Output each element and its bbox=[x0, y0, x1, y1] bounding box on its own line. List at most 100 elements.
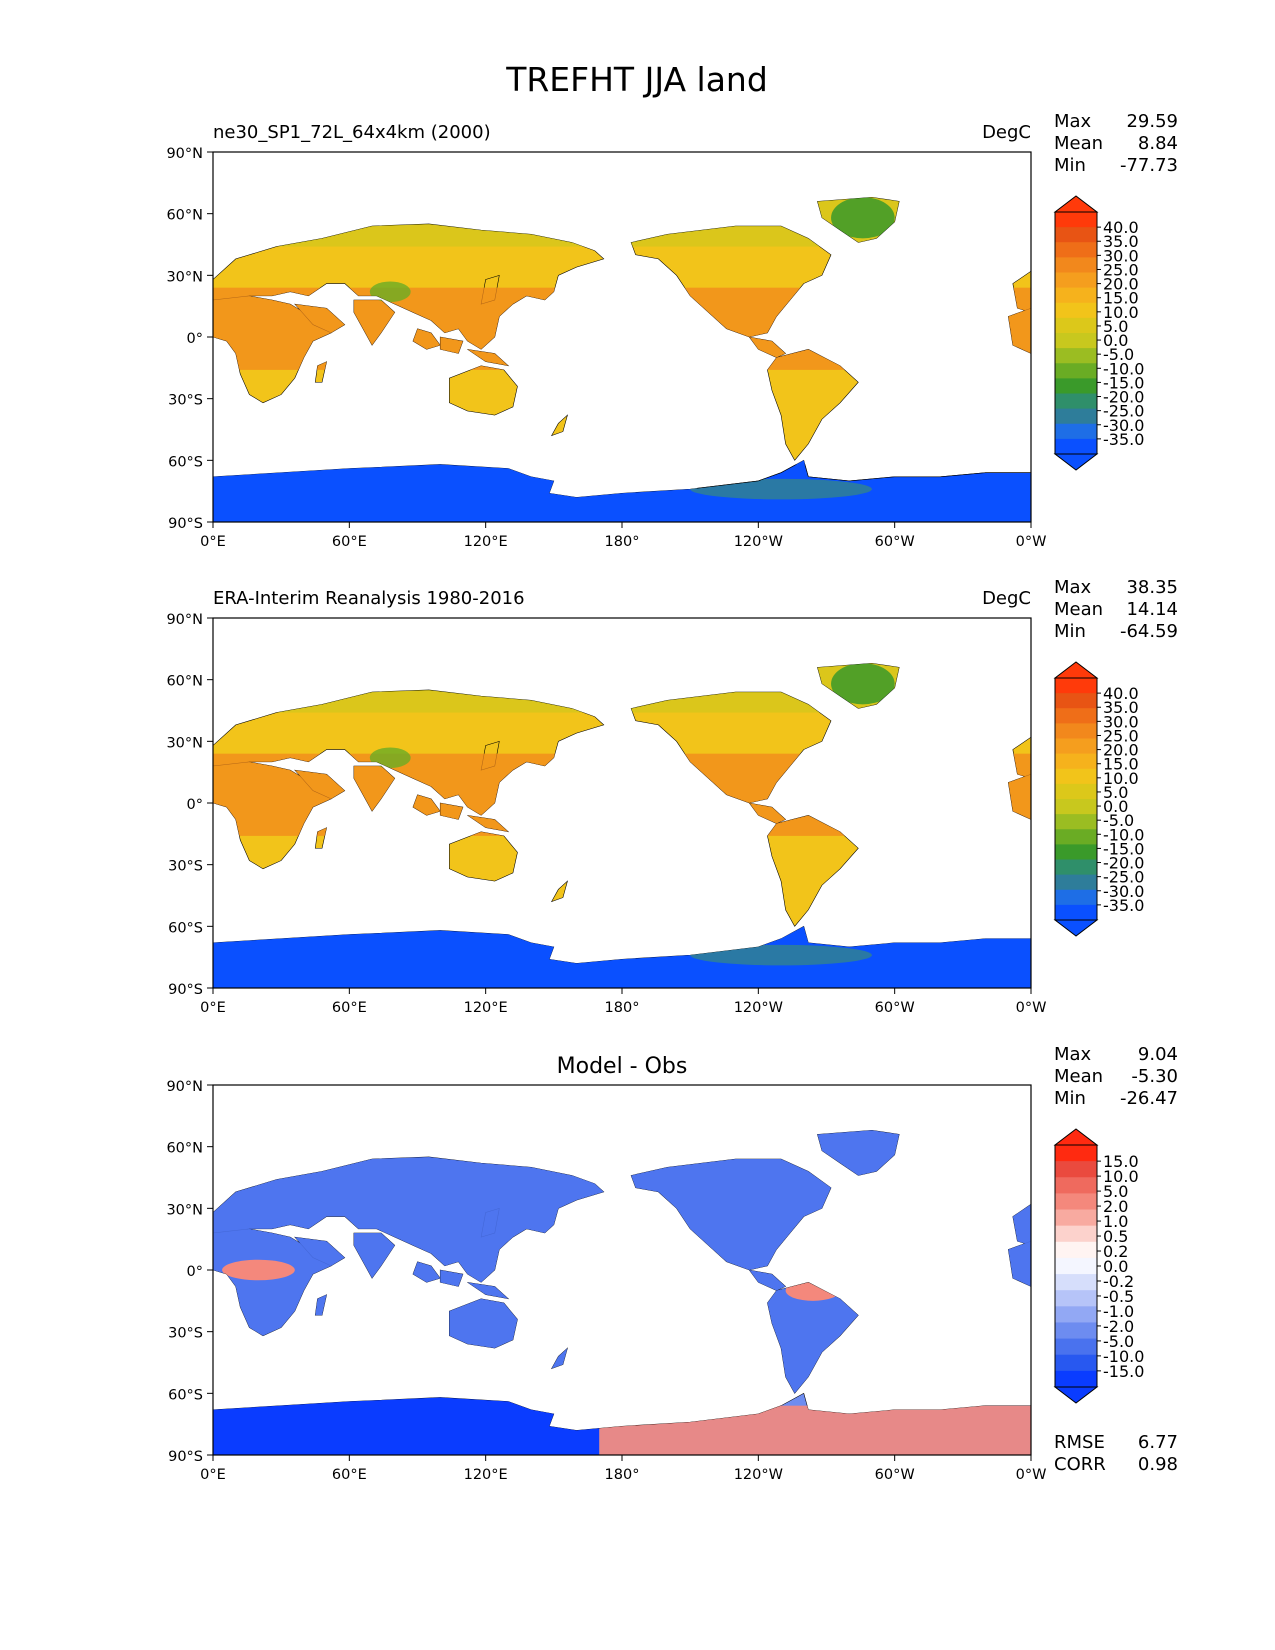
colorbar-segment bbox=[1055, 693, 1097, 709]
colorbar-tick-label: 2.0 bbox=[1103, 1197, 1128, 1216]
panel-units: DegC bbox=[982, 122, 1031, 143]
lon-tick-label: 0°W bbox=[1016, 534, 1047, 550]
colorbar-tick-label: -1.0 bbox=[1103, 1302, 1134, 1321]
colorbar-segment bbox=[1055, 1225, 1097, 1243]
colorbar-segment bbox=[1055, 287, 1097, 304]
lon-tick-label: 60°W bbox=[875, 534, 915, 550]
colorbar-tick-label: 30.0 bbox=[1103, 246, 1139, 265]
stat-value: 38.35 bbox=[1126, 577, 1178, 598]
lat-tick-label: 90°S bbox=[168, 516, 203, 532]
colorbar-tick-label: 35.0 bbox=[1103, 232, 1139, 251]
colorbar: 15.010.05.02.01.00.50.20.0-0.2-0.5-1.0-2… bbox=[1053, 1128, 1144, 1404]
lat-tick-label: 60°N bbox=[166, 1141, 203, 1157]
lon-tick-label: 120°E bbox=[464, 1000, 508, 1016]
colorbar-tick-label: 25.0 bbox=[1103, 260, 1139, 279]
stat-value: -77.73 bbox=[1120, 155, 1178, 176]
colorbar-segment bbox=[1055, 1241, 1097, 1259]
colorbar-segment bbox=[1055, 393, 1097, 410]
stat-label: Min bbox=[1054, 621, 1086, 642]
colorbar-segment bbox=[1055, 242, 1097, 258]
land-field bbox=[213, 193, 1031, 522]
colorbar-tick-label: 5.0 bbox=[1103, 317, 1128, 336]
colorbar-segment bbox=[1055, 333, 1097, 349]
colorbar-tick-label: -25.0 bbox=[1103, 868, 1144, 887]
stat-label: Max bbox=[1054, 577, 1092, 598]
stat-value: 9.04 bbox=[1138, 1044, 1178, 1065]
lat-tick-label: 60°S bbox=[168, 1387, 203, 1403]
colorbar: 40.035.030.025.020.015.010.05.00.0-5.0-1… bbox=[1053, 661, 1144, 937]
colorbar-segment bbox=[1055, 1338, 1097, 1356]
colorbar-tick-label: -30.0 bbox=[1103, 882, 1144, 901]
colorbar-segment bbox=[1055, 844, 1097, 860]
lon-tick-label: 180° bbox=[605, 1000, 640, 1016]
panel-left-title: ne30_SP1_72L_64x4km (2000) bbox=[213, 122, 491, 143]
colorbar-segment bbox=[1055, 317, 1097, 334]
colorbar-segment bbox=[1055, 1161, 1097, 1178]
colorbar-segment bbox=[1055, 829, 1097, 845]
colorbar-segment bbox=[1055, 302, 1097, 319]
lon-tick-label: 60°E bbox=[332, 1000, 367, 1016]
colorbar-segment bbox=[1055, 1274, 1097, 1291]
stat-value: 8.84 bbox=[1138, 133, 1178, 154]
colorbar-segment bbox=[1055, 212, 1097, 228]
lon-tick-label: 60°W bbox=[875, 1000, 915, 1016]
field-overlay bbox=[213, 1126, 1031, 1455]
colorbar-segment bbox=[1055, 783, 1097, 800]
stat-label: Mean bbox=[1054, 1066, 1103, 1087]
lon-tick-label: 120°W bbox=[734, 534, 783, 550]
colorbar-tick-label: -10.0 bbox=[1103, 1347, 1144, 1366]
colorbar-tick-label: 5.0 bbox=[1103, 1182, 1128, 1201]
map-panel-test: 90°N 60°N 30°N 0° 30°S 60°S 90°S 0°E 60°E 120°E 18… bbox=[166, 111, 1178, 550]
colorbar-segment bbox=[1055, 1209, 1097, 1227]
colorbar-segment bbox=[1055, 814, 1097, 830]
figure-title: TREFHT JJA land bbox=[505, 60, 768, 99]
lat-tick-label: 90°N bbox=[166, 1079, 203, 1095]
colorbar-tick-label: -0.5 bbox=[1103, 1287, 1134, 1306]
lat-tick-label: 30°N bbox=[166, 1202, 203, 1218]
colorbar-tick-label: 10.0 bbox=[1103, 769, 1139, 788]
colorbar-tick-label: -35.0 bbox=[1103, 896, 1144, 915]
colorbar-segment bbox=[1055, 889, 1097, 906]
colorbar-tick-label: -2.0 bbox=[1103, 1317, 1134, 1336]
lat-tick-label: 90°N bbox=[166, 146, 203, 162]
lat-tick-label: 60°N bbox=[166, 208, 203, 224]
lon-tick-label: 0°W bbox=[1016, 1000, 1047, 1016]
colorbar-segment bbox=[1055, 363, 1097, 379]
stat-value: 14.14 bbox=[1126, 599, 1178, 620]
colorbar-tick-label: 15.0 bbox=[1103, 1152, 1139, 1171]
colorbar-tick-label: -10.0 bbox=[1103, 825, 1144, 844]
colorbar-segment bbox=[1055, 438, 1097, 455]
colorbar-tick-label: 15.0 bbox=[1103, 755, 1139, 774]
colorbar-segment bbox=[1055, 1193, 1097, 1211]
stat-label: Min bbox=[1054, 1088, 1086, 1109]
colorbar-tick-label: 20.0 bbox=[1103, 275, 1139, 294]
colorbar-segment bbox=[1055, 723, 1097, 739]
colorbar-segment bbox=[1055, 408, 1097, 425]
colorbar-segment bbox=[1055, 1370, 1097, 1388]
colorbar-tick-label: 40.0 bbox=[1103, 684, 1139, 703]
lat-tick-label: 60°S bbox=[168, 454, 203, 470]
colorbar-segment bbox=[1055, 272, 1097, 289]
panel-left-title: ERA-Interim Reanalysis 1980-2016 bbox=[213, 588, 525, 609]
colorbar-segment bbox=[1055, 753, 1097, 770]
lon-tick-label: 120°W bbox=[734, 1467, 783, 1483]
map-panel-ref: 90°N 60°N 30°N 0° 30°S 60°S 90°S 0°E 60°E 120°E 18… bbox=[166, 577, 1178, 1016]
colorbar-tick-label: 30.0 bbox=[1103, 712, 1139, 731]
colorbar-segment bbox=[1055, 227, 1097, 243]
colorbar-tick-label: -15.0 bbox=[1103, 373, 1144, 392]
colorbar-tick-label: -5.0 bbox=[1103, 811, 1134, 830]
lat-tick-label: 0° bbox=[187, 797, 203, 813]
land-field bbox=[213, 1126, 1031, 1455]
lon-tick-label: 60°E bbox=[332, 1467, 367, 1483]
lon-tick-label: 0°E bbox=[200, 1467, 226, 1483]
colorbar-tick-label: -20.0 bbox=[1103, 854, 1144, 873]
colorbar-segment bbox=[1055, 348, 1097, 364]
colorbar-segment bbox=[1055, 1290, 1097, 1307]
colorbar-tick-label: 1.0 bbox=[1103, 1212, 1128, 1231]
stat-label: Mean bbox=[1054, 133, 1103, 154]
stat-value: -5.30 bbox=[1131, 1066, 1178, 1087]
colorbar-tick-label: -30.0 bbox=[1103, 416, 1144, 435]
colorbar-segment bbox=[1055, 1145, 1097, 1162]
colorbar-tick-label: -20.0 bbox=[1103, 388, 1144, 407]
